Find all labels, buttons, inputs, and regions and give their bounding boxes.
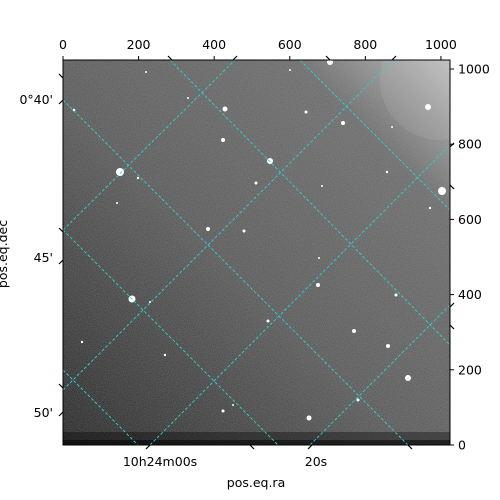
star [289, 69, 291, 71]
grid-line-ra [309, 304, 450, 445]
star [316, 283, 320, 287]
ra-tick-label: 10h24m00s [123, 454, 197, 469]
top-tick-label: 800 [353, 37, 377, 52]
ra-tick-label: 20s [305, 454, 327, 469]
grid-line-ra [63, 60, 394, 391]
star [254, 181, 258, 185]
star [391, 126, 393, 128]
world-tick [145, 444, 151, 450]
world-tick [307, 444, 313, 450]
star [221, 409, 225, 413]
right-tick-label: 200 [458, 362, 482, 377]
star [116, 202, 118, 204]
pixel-axis-ticks: 0 200 400 600 800 1000 0 200 400 600 800 1000 [59, 37, 490, 453]
star [341, 121, 345, 125]
star [321, 185, 323, 187]
star [428, 206, 432, 210]
star [304, 110, 308, 114]
grid-line-dec [63, 99, 409, 445]
sky-glow [380, 60, 450, 140]
world-tick [58, 227, 64, 233]
star [136, 176, 140, 180]
world-tick [58, 73, 64, 79]
star [318, 257, 320, 259]
x-axis-title: pos.eq.ra [227, 475, 285, 490]
top-tick-label: 400 [202, 37, 226, 52]
star [356, 398, 360, 402]
star [221, 138, 225, 142]
right-tick-label: 1000 [458, 62, 490, 77]
grid-line-ra [63, 60, 236, 231]
star [163, 353, 167, 357]
grid-line-dec [63, 369, 139, 445]
world-tick [58, 383, 64, 389]
world-tick [449, 302, 455, 308]
star [206, 227, 210, 231]
star [145, 71, 147, 73]
star [72, 108, 76, 112]
right-tick-label: 800 [458, 137, 482, 152]
right-tick-label: 600 [458, 212, 482, 227]
star [352, 329, 356, 333]
right-tick-label: 400 [458, 287, 482, 302]
dec-tick-label: 45' [34, 250, 53, 265]
star [149, 301, 151, 303]
star [266, 319, 270, 323]
world-axis-ticks: 10h24m00s 20s 0°40' 45' 50' [19, 55, 455, 469]
world-tick [58, 99, 64, 105]
star [306, 415, 312, 421]
star [386, 344, 390, 348]
grid-line-dec [169, 60, 450, 346]
y-axis-title: pos.eq.dec [0, 220, 10, 288]
star [385, 170, 389, 174]
star [242, 229, 246, 233]
top-tick-label: 1000 [425, 37, 457, 52]
top-tick-label: 200 [127, 37, 151, 52]
world-tick [249, 444, 255, 450]
world-tick [391, 55, 397, 61]
top-tick-label: 0 [59, 37, 67, 52]
star [394, 293, 398, 297]
world-tick [449, 324, 455, 330]
world-tick [58, 411, 64, 417]
world-tick [232, 55, 238, 61]
plot-frame [62, 59, 451, 446]
right-tick-label: 0 [458, 438, 466, 453]
grid-line-dec [299, 60, 450, 211]
world-tick [449, 142, 455, 148]
star [187, 97, 189, 99]
star [80, 340, 84, 344]
top-tick-label: 600 [278, 37, 302, 52]
dec-tick-label: 50' [34, 405, 53, 420]
star-field [72, 60, 450, 421]
star [405, 375, 411, 381]
world-tick [167, 55, 173, 61]
world-tick [58, 259, 64, 265]
star [438, 187, 446, 195]
star [425, 104, 431, 110]
star [116, 168, 124, 176]
sky-image [63, 60, 450, 445]
star [267, 158, 273, 164]
grid-line-ra [149, 144, 450, 445]
star [327, 60, 333, 65]
world-tick [449, 184, 455, 190]
dec-tick-label: 0°40' [19, 92, 53, 107]
star [222, 106, 228, 112]
star [232, 404, 234, 406]
coordinate-grid [63, 60, 450, 445]
grid-line-dec [63, 229, 279, 445]
world-tick [407, 444, 413, 450]
world-tick [325, 55, 331, 61]
